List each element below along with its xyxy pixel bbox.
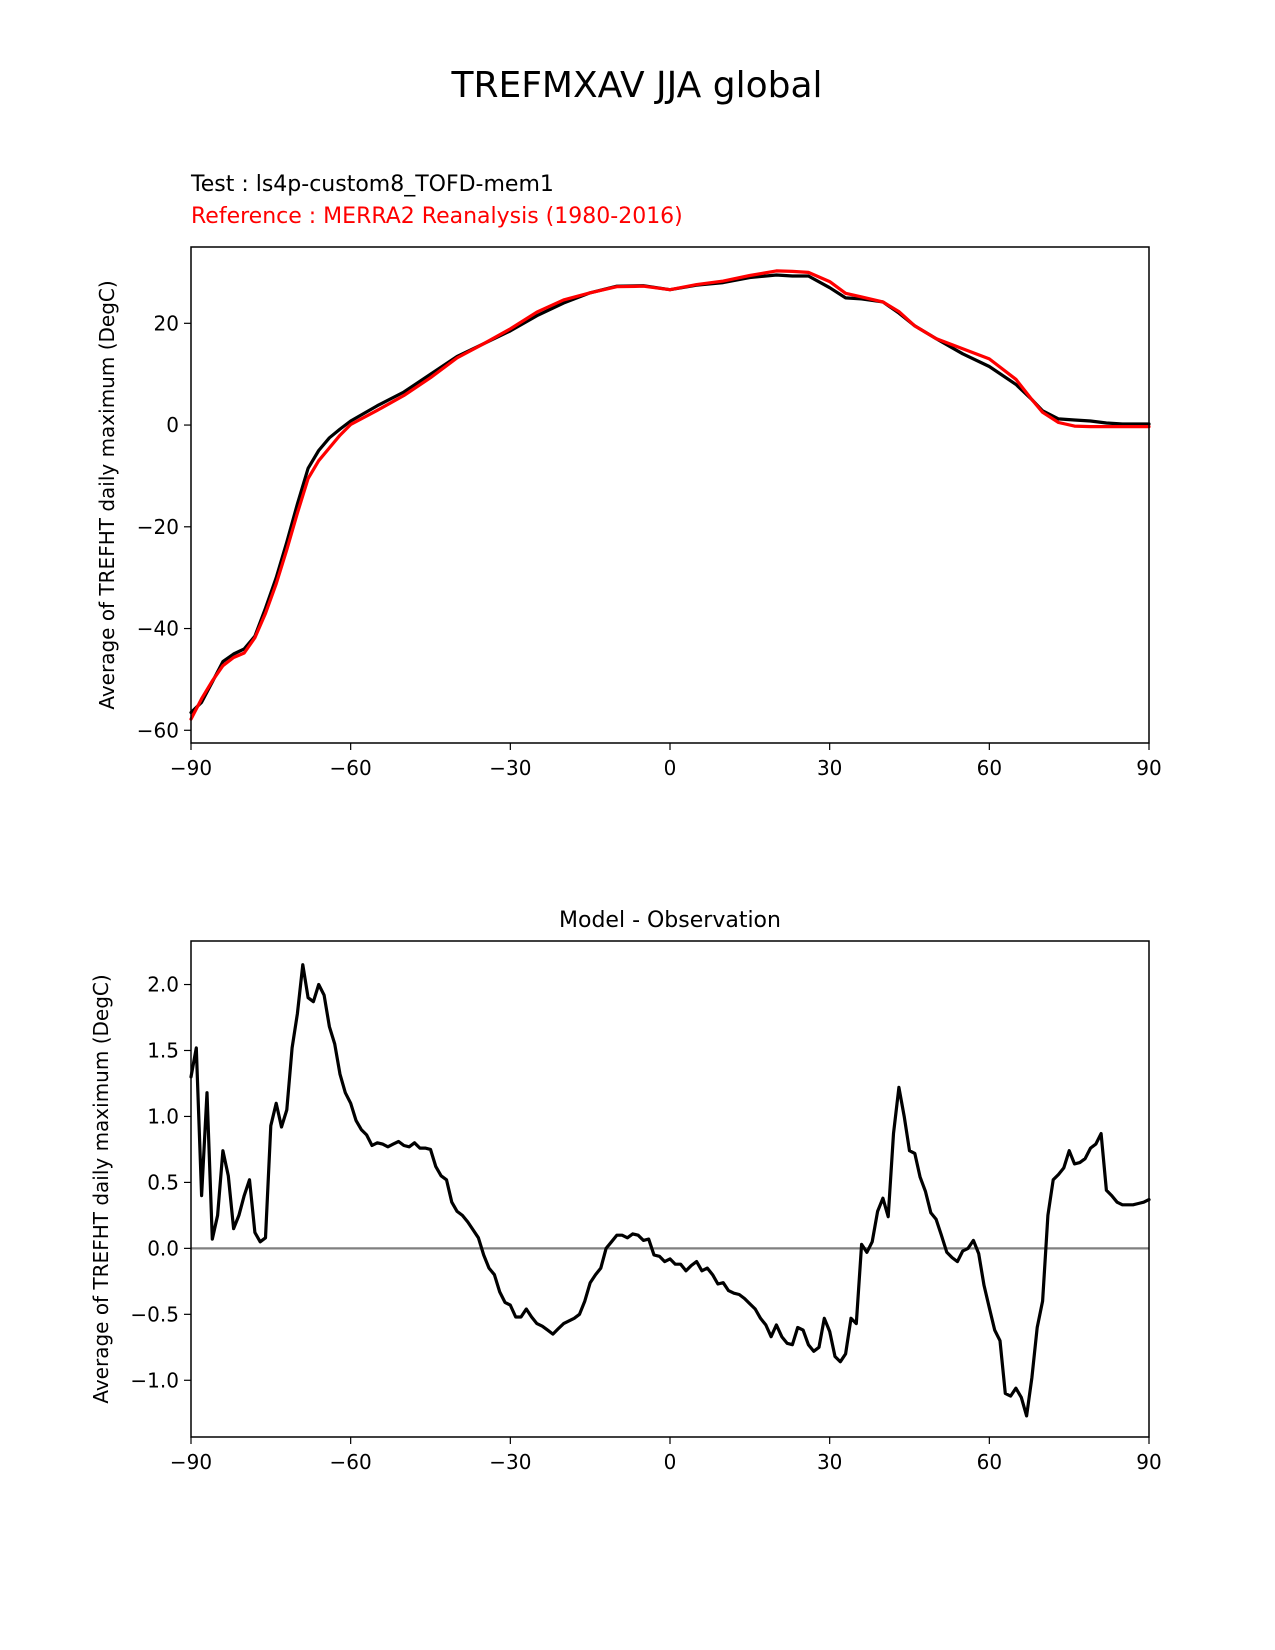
x-tick-label: −60: [330, 756, 372, 780]
bottom-title: Model - Observation: [559, 908, 781, 933]
x-tick-label: −30: [489, 1450, 531, 1474]
x-tick-label: 60: [977, 1450, 1002, 1474]
y-tick-label: 20: [154, 311, 179, 335]
y-tick-label: 0.5: [147, 1170, 179, 1194]
y-tick-label: 2.0: [147, 973, 179, 997]
reference-label: Reference : MERRA2 Reanalysis (1980-2016…: [191, 204, 683, 229]
bottom-ylabel: Average of TREFHT daily maximum (DegC): [89, 974, 113, 1403]
x-tick-label: 0: [664, 756, 677, 780]
top-lines-group: [189, 269, 1151, 721]
x-tick-label: 30: [817, 756, 842, 780]
test-label: Test : ls4p-custom8_TOFD-mem1: [190, 172, 554, 197]
y-tick-label: −0.5: [130, 1302, 179, 1326]
series-line-model-observation: [189, 963, 1151, 1418]
x-tick-label: 90: [1136, 756, 1161, 780]
x-tick-label: 90: [1136, 1450, 1161, 1474]
x-tick-label: −60: [330, 1450, 372, 1474]
x-tick-label: −90: [170, 756, 212, 780]
series-line-test: [189, 273, 1151, 715]
x-tick-label: −30: [489, 756, 531, 780]
y-tick-label: −20: [137, 515, 179, 539]
y-tick-label: 1.5: [147, 1038, 179, 1062]
series-line-reference: [189, 269, 1151, 721]
top-plot-frame: [190, 246, 1150, 744]
y-tick-label: −60: [137, 718, 179, 742]
x-tick-label: 0: [664, 1450, 677, 1474]
bottom-plot-frame: [190, 940, 1150, 1438]
panel-top: Test : ls4p-custom8_TOFD-mem1 Reference …: [95, 172, 1162, 780]
y-tick-label: −40: [137, 617, 179, 641]
x-tick-label: 60: [977, 756, 1002, 780]
figure-title: TREFMXAV JJA global: [450, 65, 822, 106]
bottom-axes-group: −90 −60 −30 0 30 60 90 −1.0 −0.5 0.0 0.5 1.0 1.5 2.0: [130, 973, 1161, 1474]
bottom-lines-group: [189, 963, 1151, 1418]
y-tick-label: 1.0: [147, 1104, 179, 1128]
top-axes-group: −90 −60 −30 0 30 60 90 −60 −40 −20 0 20: [137, 311, 1162, 780]
panel-bottom: Model - Observation −90 −60 −30 0 30 60 90 −1.0…: [89, 908, 1162, 1474]
y-tick-label: 0: [166, 413, 179, 437]
top-ylabel: Average of TREFHT daily maximum (DegC): [95, 280, 119, 709]
x-tick-label: −90: [170, 1450, 212, 1474]
x-tick-label: 30: [817, 1450, 842, 1474]
y-tick-label: −1.0: [130, 1368, 179, 1392]
y-tick-label: 0.0: [147, 1236, 179, 1260]
